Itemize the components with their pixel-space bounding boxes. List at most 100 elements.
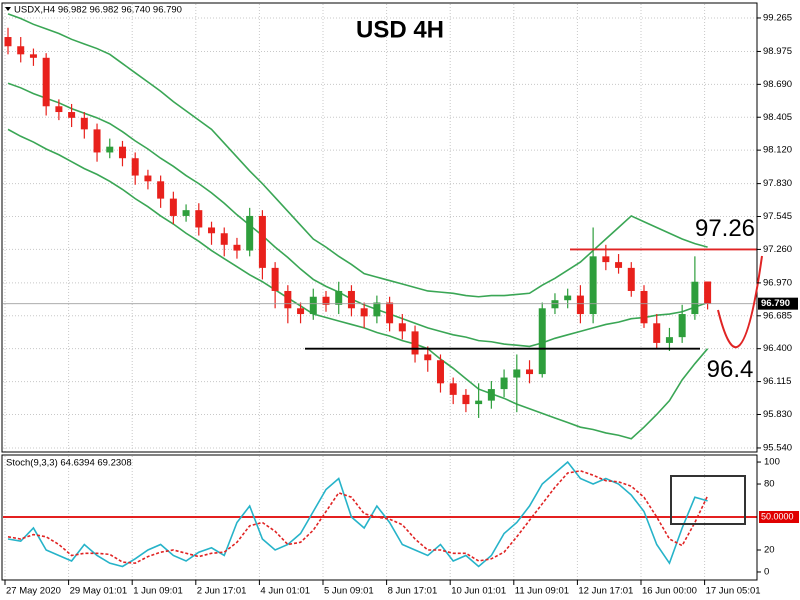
stoch-header: Stoch(9,3,3) 64.6394 69.2308 [6, 458, 132, 469]
y-tick-label: 95.540 [763, 442, 792, 453]
candle-body [678, 314, 686, 338]
level-label: 97.26 [695, 215, 755, 242]
candle-body [487, 389, 495, 401]
price-tag-label: 96.790 [761, 298, 790, 309]
candle-body [309, 296, 317, 315]
x-tick-label: 12 Jun 17:01 [578, 586, 633, 597]
candle-body [131, 158, 139, 176]
forecast-arrow [717, 255, 763, 349]
candle-body [411, 331, 419, 355]
candle-body [513, 369, 521, 378]
price-tag [758, 297, 798, 310]
x-tick-label: 4 Jun 01:01 [260, 586, 310, 597]
candle-body [322, 296, 330, 305]
stoch-pane-border [1, 454, 758, 581]
y-tick-label: 98.975 [763, 46, 792, 57]
candle-body [538, 308, 546, 375]
candle-body [182, 210, 190, 216]
candle-body [271, 267, 279, 291]
candle-body [704, 281, 712, 304]
candle-body [665, 337, 673, 343]
x-tick-label: 16 Jun 00:00 [642, 586, 697, 597]
bollinger-band [7, 82, 708, 348]
x-tick-label: 10 Jun 01:01 [451, 586, 506, 597]
y-tick-label: 97.545 [763, 211, 792, 222]
y-tick-label: 96.685 [763, 310, 792, 321]
x-tick-label: 11 Jun 09:01 [515, 586, 569, 597]
candle-body [335, 290, 343, 305]
bollinger-band [7, 13, 708, 298]
y-tick-label: 96.115 [763, 376, 791, 387]
chart-title: USD 4H [356, 16, 444, 43]
candle-body [449, 383, 457, 395]
candle-body [589, 256, 597, 315]
chart-header: USDX,H4 96.982 96.982 96.740 96.790 [14, 5, 182, 16]
plot-layer [3, 13, 757, 568]
candle-body [29, 54, 37, 58]
candle-body [93, 129, 101, 153]
candle-body [360, 308, 368, 317]
x-tick-label: 17 Jun 05:01 [706, 586, 761, 597]
y-tick-label: 98.120 [763, 145, 792, 156]
candle-body [576, 295, 584, 315]
candle-body [118, 146, 126, 159]
stoch-line [7, 460, 708, 568]
candle-body [373, 302, 381, 317]
candle-body [627, 267, 635, 291]
candle-body [462, 394, 470, 405]
candle-body [551, 300, 559, 309]
candle-body [526, 369, 534, 375]
x-tick-label: 27 May 2020 [6, 586, 61, 597]
candle-body [297, 308, 305, 315]
candle-body [208, 227, 216, 234]
level-label: 96.4 [707, 356, 754, 383]
candle-body [169, 198, 177, 216]
y-tick-label: 80 [764, 479, 775, 490]
candle-body [386, 302, 394, 324]
candle-body [602, 256, 610, 263]
candle-body [500, 377, 508, 390]
candle-body [80, 117, 88, 130]
candle-body [347, 290, 355, 309]
candle-body [653, 323, 661, 343]
y-tick-label: 99.265 [763, 12, 792, 23]
y-tick-label: 98.690 [763, 79, 792, 90]
candle-body [284, 290, 292, 309]
candle-body [233, 244, 241, 251]
y-tick-label: 98.405 [763, 112, 792, 123]
x-tick-label: 29 May 01:01 [70, 586, 128, 597]
x-tick-label: 5 Jun 09:01 [324, 586, 374, 597]
x-tick-label: 1 Jun 09:01 [133, 586, 183, 597]
candle-body [42, 57, 50, 107]
y-tick-label: 97.260 [763, 244, 792, 255]
highlight-box [670, 475, 746, 525]
bollinger-band [7, 128, 709, 440]
y-tick-label: 96.970 [763, 277, 792, 288]
candle-body [246, 215, 254, 251]
y-tick-label: 97.830 [763, 178, 792, 189]
x-tick-label: 2 Jun 17:01 [197, 586, 247, 597]
menu-triangle [5, 7, 11, 11]
y-tick-label: 96.400 [763, 343, 792, 354]
stoch-line [7, 470, 709, 564]
candle-body [55, 106, 63, 113]
candle-body [615, 262, 623, 268]
candle-body [398, 323, 406, 332]
x-tick-label: 8 Jun 17:01 [388, 586, 438, 597]
candle-body [195, 210, 203, 228]
main-pane-border [1, 2, 758, 453]
candle-body [640, 290, 648, 324]
candle-body [68, 112, 76, 118]
y-tick-label: 100 [764, 457, 780, 468]
candle-body [17, 46, 25, 55]
candle-body [144, 175, 152, 182]
candle-body [157, 181, 165, 199]
y-tick-label: 20 [764, 545, 775, 556]
candle-body [220, 233, 228, 245]
candle-body [258, 215, 266, 268]
candle-body [436, 360, 444, 384]
level-tag [759, 511, 799, 524]
y-tick-label: 95.830 [763, 409, 792, 420]
